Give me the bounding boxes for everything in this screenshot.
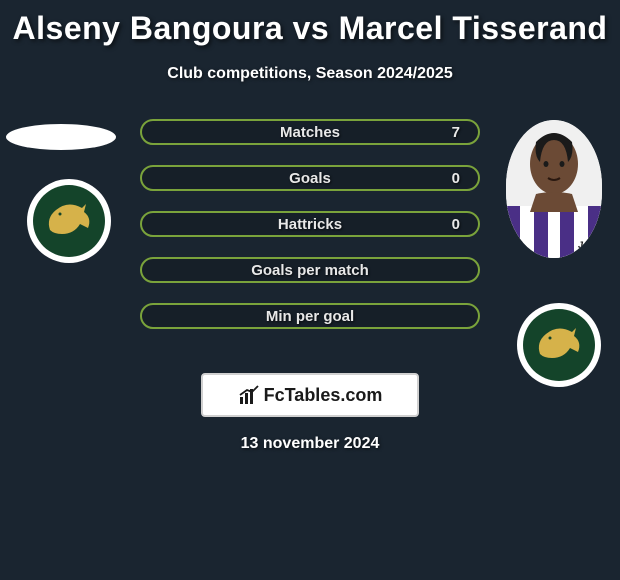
club-crest-icon (26, 178, 112, 264)
stat-label: Goals per match (251, 262, 369, 279)
page-title: Alseny Bangoura vs Marcel Tisserand (0, 0, 620, 47)
subtitle: Club competitions, Season 2024/2025 (0, 65, 620, 83)
player-photo-right: Joma (506, 120, 602, 258)
stat-value: 0 (452, 216, 460, 233)
stat-bar-goals: Goals 0 (140, 165, 480, 191)
club-badge-left (26, 178, 112, 269)
stat-value: 0 (452, 170, 460, 187)
stat-bar-hattricks: Hattricks 0 (140, 211, 480, 237)
brand-text: FcTables.com (264, 385, 383, 406)
club-crest-icon (516, 302, 602, 388)
stat-label: Matches (280, 124, 340, 141)
stat-label: Hattricks (278, 216, 342, 233)
stat-label: Min per goal (266, 308, 354, 325)
player-photo-placeholder-left (6, 124, 116, 150)
date-text: 13 november 2024 (0, 435, 620, 453)
stat-value: 7 (452, 124, 460, 141)
stat-bar-min-per-goal: Min per goal (140, 303, 480, 329)
stat-bar-matches: Matches 7 (140, 119, 480, 145)
stat-bar-goals-per-match: Goals per match (140, 257, 480, 283)
chart-icon (238, 384, 260, 406)
stat-label: Goals (289, 170, 331, 187)
brand-badge: FcTables.com (201, 373, 419, 417)
club-badge-right (516, 302, 602, 393)
